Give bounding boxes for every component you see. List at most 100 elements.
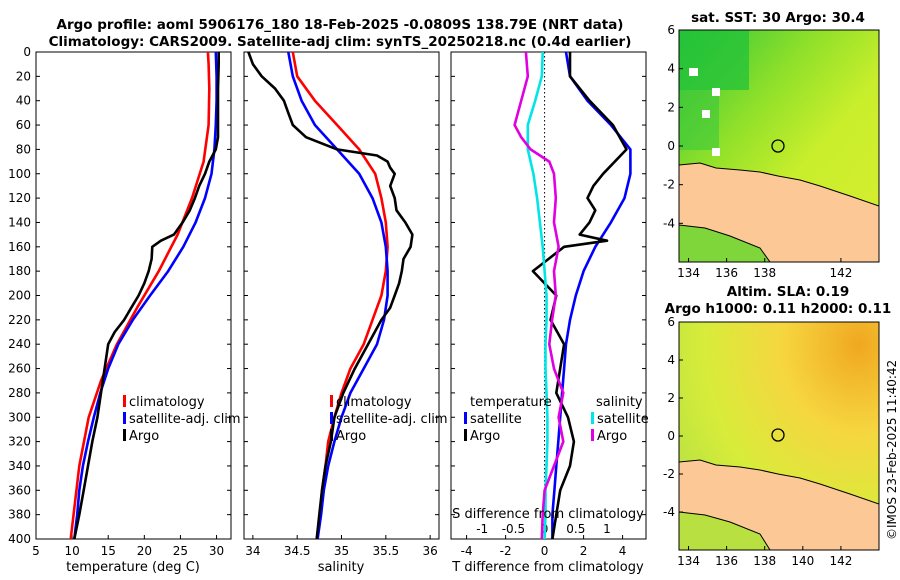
depth-tick-label: 260	[8, 362, 31, 376]
depth-tick-label: 300	[8, 410, 31, 424]
difference-legend: temperature satellite Argo salinity sate…	[464, 395, 649, 444]
series-satellite-adj-clim	[73, 52, 218, 539]
legend-argo: Argo	[129, 429, 159, 444]
depth-tick-label: 240	[8, 337, 31, 351]
salinity-legend: climatology satellite-adj. clim Argo	[330, 395, 448, 444]
sst-missing-cell	[712, 148, 720, 156]
x-tick-label: 34	[245, 544, 260, 558]
legend-argo-swatch	[123, 429, 126, 441]
sst-missing-cell	[702, 110, 710, 118]
sst-map-title: sat. SST: 30 Argo: 30.4	[691, 10, 865, 26]
legend-argo: Argo	[336, 429, 366, 444]
depth-tick-label: 360	[8, 483, 31, 497]
x-tick-label: -2	[500, 544, 512, 558]
difference-axes	[450, 51, 647, 540]
map-y-tick-label: -2	[663, 178, 675, 192]
top-x-tick-label: 1	[603, 522, 611, 536]
difference-xlabel: T difference from climatology	[451, 560, 644, 575]
title-line-2: Climatology: CARS2009. Satellite-adj cli…	[49, 34, 632, 50]
sst-map-image	[679, 30, 879, 262]
legend-argo-swatch	[330, 429, 333, 441]
x-tick-label: 34.5	[284, 544, 311, 558]
sla-map-title-1: Altim. SLA: 0.19	[727, 284, 849, 300]
sla-float-marker	[771, 428, 785, 442]
legend-t-satellite-swatch	[464, 412, 467, 424]
depth-tick-label: 220	[8, 313, 31, 327]
legend-s-satellite: satellite	[597, 412, 649, 427]
depth-tick-label: 320	[8, 435, 31, 449]
depth-tick-label: 160	[8, 240, 31, 254]
depth-tick-label: 20	[16, 69, 31, 83]
map-y-tick-label: 4	[667, 353, 675, 367]
x-tick-label: 4	[619, 544, 627, 558]
map-y-tick-label: -4	[663, 216, 675, 230]
depth-tick-label: 80	[16, 142, 31, 156]
top-x-tick-label: -1	[476, 522, 488, 536]
x-tick-label: 2	[580, 544, 588, 558]
salinity-xlabel: salinity	[318, 560, 365, 575]
depth-tick-label: 40	[16, 94, 31, 108]
x-tick-label: -4	[461, 544, 473, 558]
imos-credit: ©IMOS 23-Feb-2025 11:40:42	[885, 360, 899, 540]
depth-tick-label: 380	[8, 508, 31, 522]
salinity-plot: 34 34.5 35 35.5 36	[244, 51, 439, 558]
salinity-axes	[243, 51, 440, 540]
map-x-tick-label: 134	[677, 266, 700, 280]
x-tick-label: 20	[137, 544, 152, 558]
map-x-tick-label: 136	[715, 554, 738, 568]
x-tick-label: 36	[422, 544, 437, 558]
sla-map-image	[679, 322, 879, 550]
series-argo	[247, 52, 414, 539]
x-tick-label: 5	[32, 544, 40, 558]
depth-tick-label: 200	[8, 289, 31, 303]
map-x-tick-label: 134	[677, 554, 700, 568]
legend-s-argo: Argo	[597, 429, 627, 444]
map-x-tick-label: 142	[829, 266, 852, 280]
legend-satellite-clim: satellite-adj. clim	[336, 412, 448, 427]
temperature-legend: climatology satellite-adj. clim Argo	[123, 395, 241, 444]
sst-missing-cell	[689, 68, 698, 76]
difference-top-xlabel: S difference from climatology	[452, 507, 644, 522]
x-tick-label: 35.5	[372, 544, 399, 558]
map-y-tick-label: 6	[667, 23, 675, 37]
series-lines	[69, 52, 220, 539]
series-climatology	[69, 52, 211, 539]
depth-tick-label: 100	[8, 167, 31, 181]
legend-climatology: climatology	[336, 395, 412, 410]
x-tick-label: 10	[64, 544, 79, 558]
legend-temperature-title: temperature	[470, 395, 552, 410]
map-y-tick-label: -4	[663, 505, 675, 519]
x-tick-label: 0	[541, 544, 549, 558]
depth-tick-label: 280	[8, 386, 31, 400]
map-x-tick-label: 138	[753, 266, 776, 280]
legend-climatology-swatch	[330, 395, 333, 407]
sla-southern-sea	[679, 511, 771, 550]
map-x-tick-label: 136	[715, 266, 738, 280]
depth-tick-label: 400	[8, 532, 31, 546]
legend-satellite-swatch	[123, 412, 126, 424]
sst-map-ticks: 134 136 138 142 6 4 2 0 -2 -4	[663, 23, 852, 280]
sst-cool-patch	[679, 90, 719, 150]
series-satellite-adj-clim	[287, 52, 389, 539]
legend-s-satellite-swatch	[591, 412, 594, 424]
map-y-tick-label: 2	[667, 100, 675, 114]
x-tick-label: 15	[101, 544, 116, 558]
series-argo	[73, 52, 220, 539]
legend-t-argo: Argo	[470, 429, 500, 444]
sst-float-marker	[771, 139, 785, 153]
depth-tick-label: 180	[8, 264, 31, 278]
sst-missing-cell	[712, 88, 720, 96]
series-s-satellite	[526, 52, 549, 539]
map-y-tick-label: -2	[663, 467, 675, 481]
depth-tick-label: 140	[8, 215, 31, 229]
depth-tick-label: 60	[16, 118, 31, 132]
map-x-tick-label: 140	[791, 554, 814, 568]
sst-southern-sea	[679, 224, 771, 262]
map-y-tick-label: 2	[667, 391, 675, 405]
temperature-xlabel: temperature (deg C)	[66, 560, 200, 575]
x-tick-label: 30	[209, 544, 224, 558]
map-y-tick-label: 0	[667, 139, 675, 153]
sst-cool-patch	[679, 30, 749, 90]
